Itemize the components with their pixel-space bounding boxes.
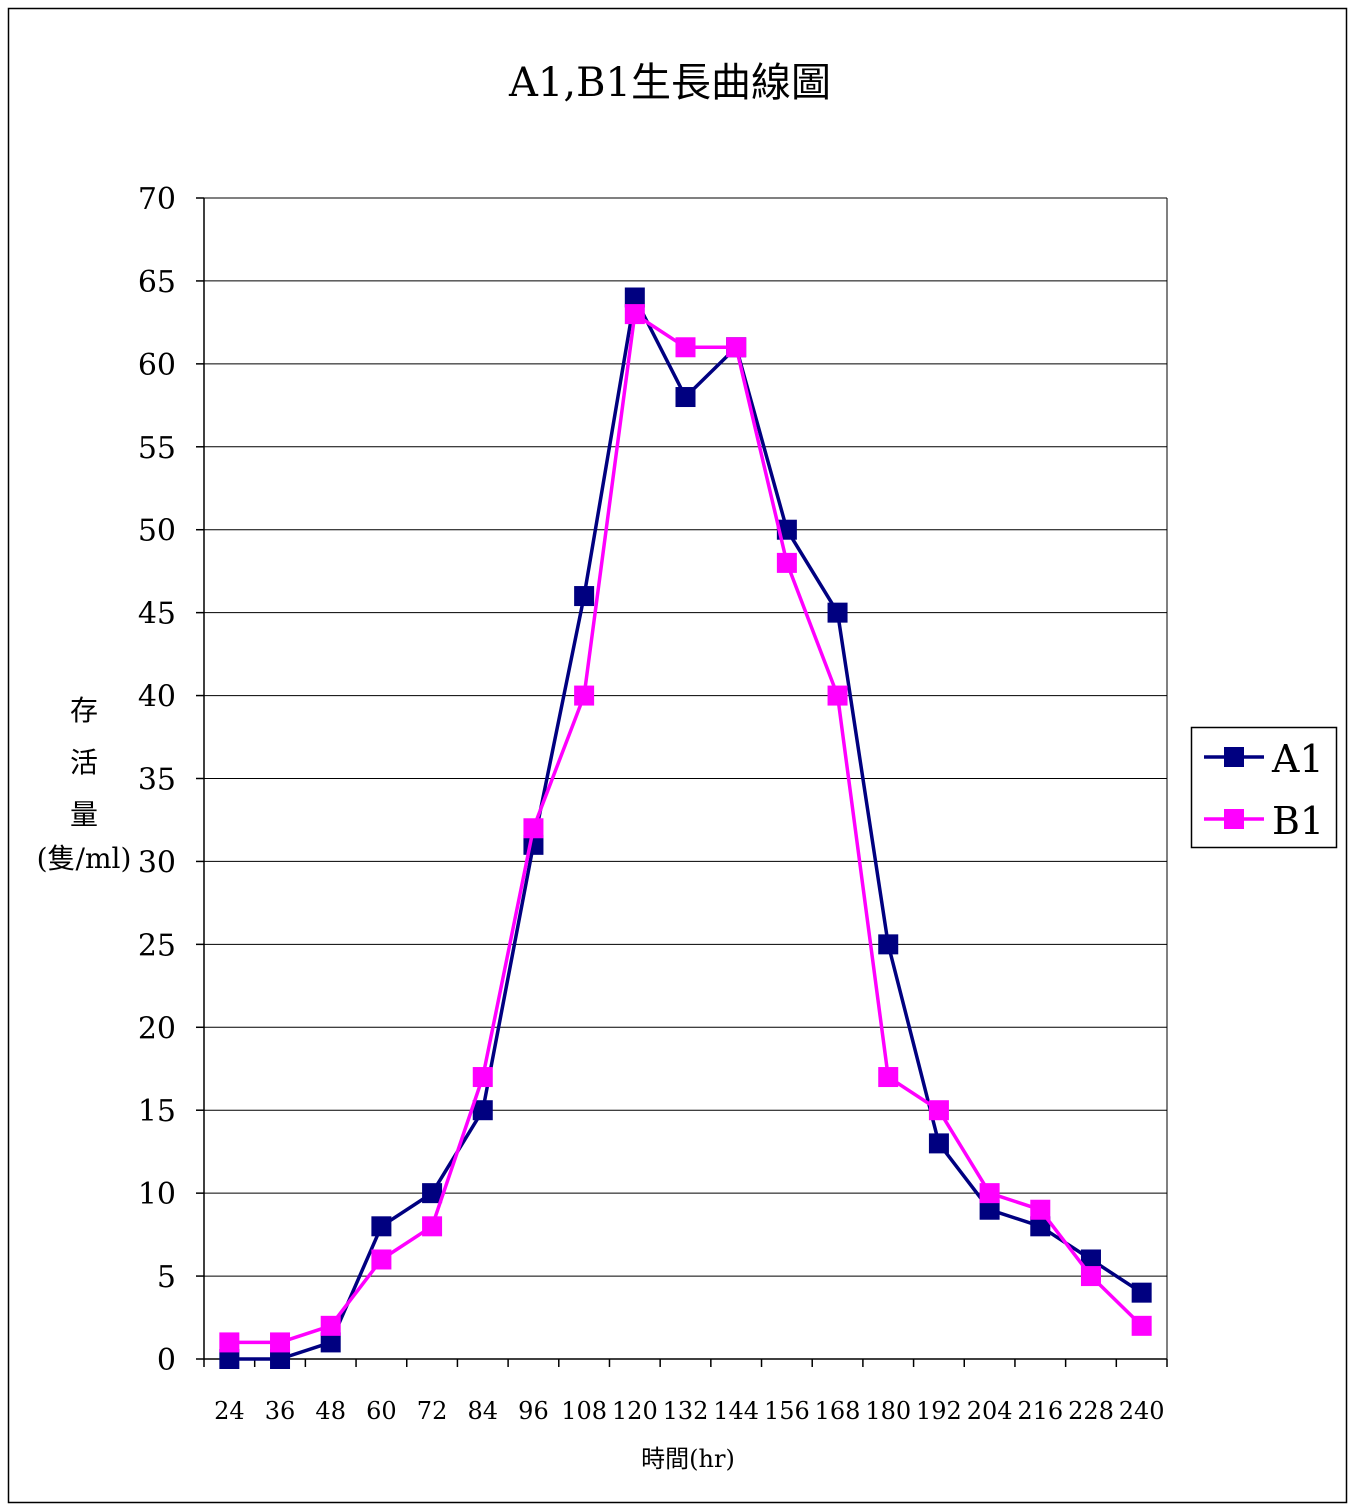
data-point-A1 [270, 1349, 291, 1369]
data-point-A1 [219, 1349, 240, 1369]
y-axis-label-line: 活 [70, 746, 98, 779]
data-point-A1 [371, 1216, 392, 1237]
data-point-B1 [675, 337, 696, 358]
x-axis-label: 時間(hr) [641, 1445, 735, 1473]
data-point-B1 [979, 1183, 1000, 1204]
data-point-B1 [726, 337, 747, 358]
x-tick-label: 216 [1017, 1397, 1063, 1425]
data-point-A1 [422, 1183, 443, 1204]
y-tick-label: 10 [138, 1177, 176, 1212]
y-tick-label: 35 [138, 763, 176, 798]
y-tick-label: 25 [138, 928, 176, 963]
data-point-A1 [574, 586, 595, 607]
y-tick-label: 30 [138, 845, 176, 880]
y-axis-ticks: 0 5 10 15 20 25 30 35 40 45 50 55 60 65 70 [138, 182, 205, 1378]
y-tick-label: 65 [138, 265, 176, 300]
data-point-A1 [472, 1100, 493, 1121]
x-tick-label: 84 [467, 1397, 498, 1425]
data-point-B1 [878, 1067, 899, 1088]
data-point-B1 [624, 304, 645, 325]
data-point-B1 [1080, 1266, 1101, 1287]
data-point-A1 [827, 602, 848, 623]
data-point-A1 [1030, 1216, 1051, 1237]
x-tick-label: 60 [366, 1397, 397, 1425]
data-point-B1 [371, 1249, 392, 1270]
chart-border [7, 7, 1348, 1504]
y-axis-label-line: 存 [70, 694, 98, 727]
y-tick-label: 45 [138, 597, 176, 632]
x-tick-label: 180 [865, 1397, 911, 1425]
x-tick-label: 24 [214, 1397, 245, 1425]
data-point-A1 [1080, 1249, 1101, 1270]
x-tick-label: 204 [967, 1397, 1013, 1425]
data-point-A1 [979, 1199, 1000, 1220]
series-layer [219, 287, 1152, 1369]
x-tick-label: 144 [713, 1397, 759, 1425]
data-point-B1 [523, 818, 544, 839]
x-tick-label: 192 [916, 1397, 962, 1425]
data-point-B1 [827, 685, 848, 706]
data-point-A1 [1131, 1282, 1152, 1303]
chart-title: A1,B1生長曲線圖 [508, 60, 831, 106]
data-point-A1 [675, 387, 696, 408]
x-tick-label: 168 [815, 1397, 861, 1425]
data-point-B1 [320, 1315, 341, 1336]
data-point-B1 [472, 1067, 493, 1088]
data-point-B1 [1131, 1315, 1152, 1336]
legend-marker-B1 [1224, 809, 1244, 829]
data-point-B1 [1030, 1199, 1051, 1220]
x-tick-label: 120 [612, 1397, 658, 1425]
data-point-A1 [624, 287, 645, 308]
y-axis-label: 存活量 (隻/ml) [37, 694, 132, 875]
legend-marker-A1 [1224, 747, 1244, 767]
y-tick-label: 40 [138, 680, 176, 715]
x-tick-label: 36 [265, 1397, 296, 1425]
x-axis-ticks: 24 36 48 60 72 84 96 108 120 132 144 156 168 180 192 20… [203, 1358, 1168, 1425]
data-point-B1 [574, 685, 595, 706]
y-tick-label: 0 [157, 1343, 176, 1378]
series-B1 [219, 304, 1152, 1353]
y-tick-label: 70 [138, 182, 176, 217]
gridlines [204, 197, 1168, 1359]
y-tick-label: 20 [138, 1011, 176, 1046]
x-tick-label: 156 [764, 1397, 810, 1425]
y-tick-label: 15 [138, 1094, 176, 1129]
data-point-A1 [320, 1332, 341, 1353]
x-tick-label: 240 [1119, 1397, 1165, 1425]
x-tick-label: 48 [315, 1397, 346, 1425]
legend-label-B1: B1 [1272, 799, 1324, 843]
legend-label-A1: A1 [1271, 737, 1324, 781]
data-point-B1 [776, 552, 797, 573]
x-tick-label: 108 [561, 1397, 607, 1425]
x-tick-label: 228 [1068, 1397, 1114, 1425]
data-point-B1 [219, 1332, 240, 1353]
y-tick-label: 55 [138, 431, 176, 466]
legend-box [1190, 726, 1338, 849]
y-tick-label: 50 [138, 514, 176, 549]
data-point-A1 [928, 1133, 949, 1154]
y-tick-label: 5 [157, 1260, 176, 1295]
y-axis-label-line: (隻/ml) [37, 842, 132, 875]
data-point-B1 [270, 1332, 291, 1353]
data-point-B1 [928, 1100, 949, 1121]
x-tick-label: 132 [663, 1397, 709, 1425]
x-tick-label: 96 [518, 1397, 549, 1425]
x-tick-label: 72 [417, 1397, 448, 1425]
y-tick-label: 60 [138, 348, 176, 383]
y-axis-label-line: 量 [70, 798, 98, 831]
data-point-B1 [422, 1216, 443, 1237]
data-point-A1 [878, 934, 899, 955]
